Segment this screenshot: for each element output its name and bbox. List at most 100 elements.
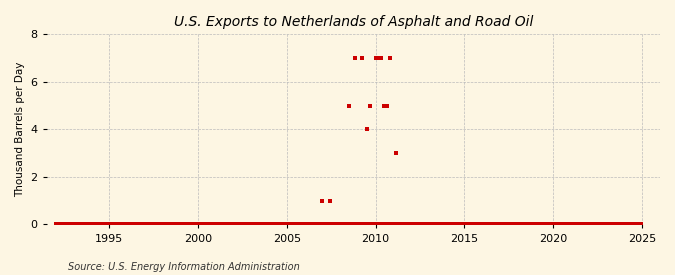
Point [307, 222, 318, 227]
Point [213, 222, 223, 227]
Point [251, 222, 262, 227]
Point [323, 222, 334, 227]
Point [404, 222, 415, 227]
Point [244, 222, 254, 227]
Point [564, 222, 574, 227]
Point [530, 222, 541, 227]
Point [189, 222, 200, 227]
Point [552, 222, 563, 227]
Point [462, 222, 472, 227]
Point [592, 222, 603, 227]
Point [168, 222, 179, 227]
Point [204, 222, 215, 227]
Point [581, 222, 592, 227]
Point [446, 222, 456, 227]
Point [550, 222, 561, 227]
Point [165, 222, 176, 227]
Point [86, 222, 97, 227]
Point [111, 222, 122, 227]
Point [151, 222, 161, 227]
Point [266, 222, 277, 227]
Point [62, 222, 73, 227]
Point [310, 222, 321, 227]
Point [302, 222, 313, 227]
Point [469, 222, 480, 227]
Point [554, 222, 564, 227]
Point [248, 222, 259, 227]
Point [326, 222, 337, 227]
Point [155, 222, 166, 227]
Point [439, 222, 450, 227]
Point [285, 222, 296, 227]
Point [620, 222, 630, 227]
Point [603, 222, 614, 227]
Point [161, 222, 171, 227]
Point [366, 222, 377, 227]
Point [421, 222, 431, 227]
Point [65, 222, 76, 227]
Point [242, 222, 253, 227]
Point [169, 222, 180, 227]
Point [474, 222, 485, 227]
Point [630, 222, 641, 227]
Point [101, 222, 111, 227]
Point [348, 222, 359, 227]
Point [508, 222, 518, 227]
Point [610, 222, 620, 227]
Point [336, 222, 347, 227]
Point [332, 222, 343, 227]
Point [230, 222, 241, 227]
Point [460, 222, 471, 227]
Point [134, 222, 145, 227]
Point [441, 222, 452, 227]
Point [106, 222, 117, 227]
Point [133, 222, 144, 227]
Point [494, 222, 505, 227]
Point [443, 222, 454, 227]
Point [546, 222, 557, 227]
Point [162, 222, 173, 227]
Point [350, 222, 360, 227]
Point [601, 222, 612, 227]
Point [105, 222, 115, 227]
Point [68, 222, 79, 227]
Point [382, 103, 393, 108]
Point [414, 222, 425, 227]
Point [267, 222, 278, 227]
Point [261, 222, 272, 227]
Point [437, 222, 448, 227]
Point [466, 222, 477, 227]
Point [587, 222, 598, 227]
Point [167, 222, 178, 227]
Point [351, 222, 362, 227]
Point [356, 222, 367, 227]
Point [506, 222, 517, 227]
Point [340, 222, 350, 227]
Point [509, 222, 520, 227]
Point [483, 222, 493, 227]
Point [449, 222, 460, 227]
Point [537, 222, 548, 227]
Point [447, 222, 458, 227]
Point [71, 222, 82, 227]
Point [132, 222, 142, 227]
Point [490, 222, 501, 227]
Point [202, 222, 213, 227]
Point [327, 222, 338, 227]
Point [397, 222, 408, 227]
Point [452, 222, 462, 227]
Point [115, 222, 126, 227]
Point [388, 222, 399, 227]
Point [341, 222, 352, 227]
Point [400, 222, 410, 227]
Point [458, 222, 468, 227]
Point [81, 222, 92, 227]
Point [503, 222, 514, 227]
Point [409, 222, 420, 227]
Point [354, 222, 365, 227]
Point [284, 222, 294, 227]
Point [300, 222, 310, 227]
Point [70, 222, 80, 227]
Point [263, 222, 273, 227]
Point [580, 222, 591, 227]
